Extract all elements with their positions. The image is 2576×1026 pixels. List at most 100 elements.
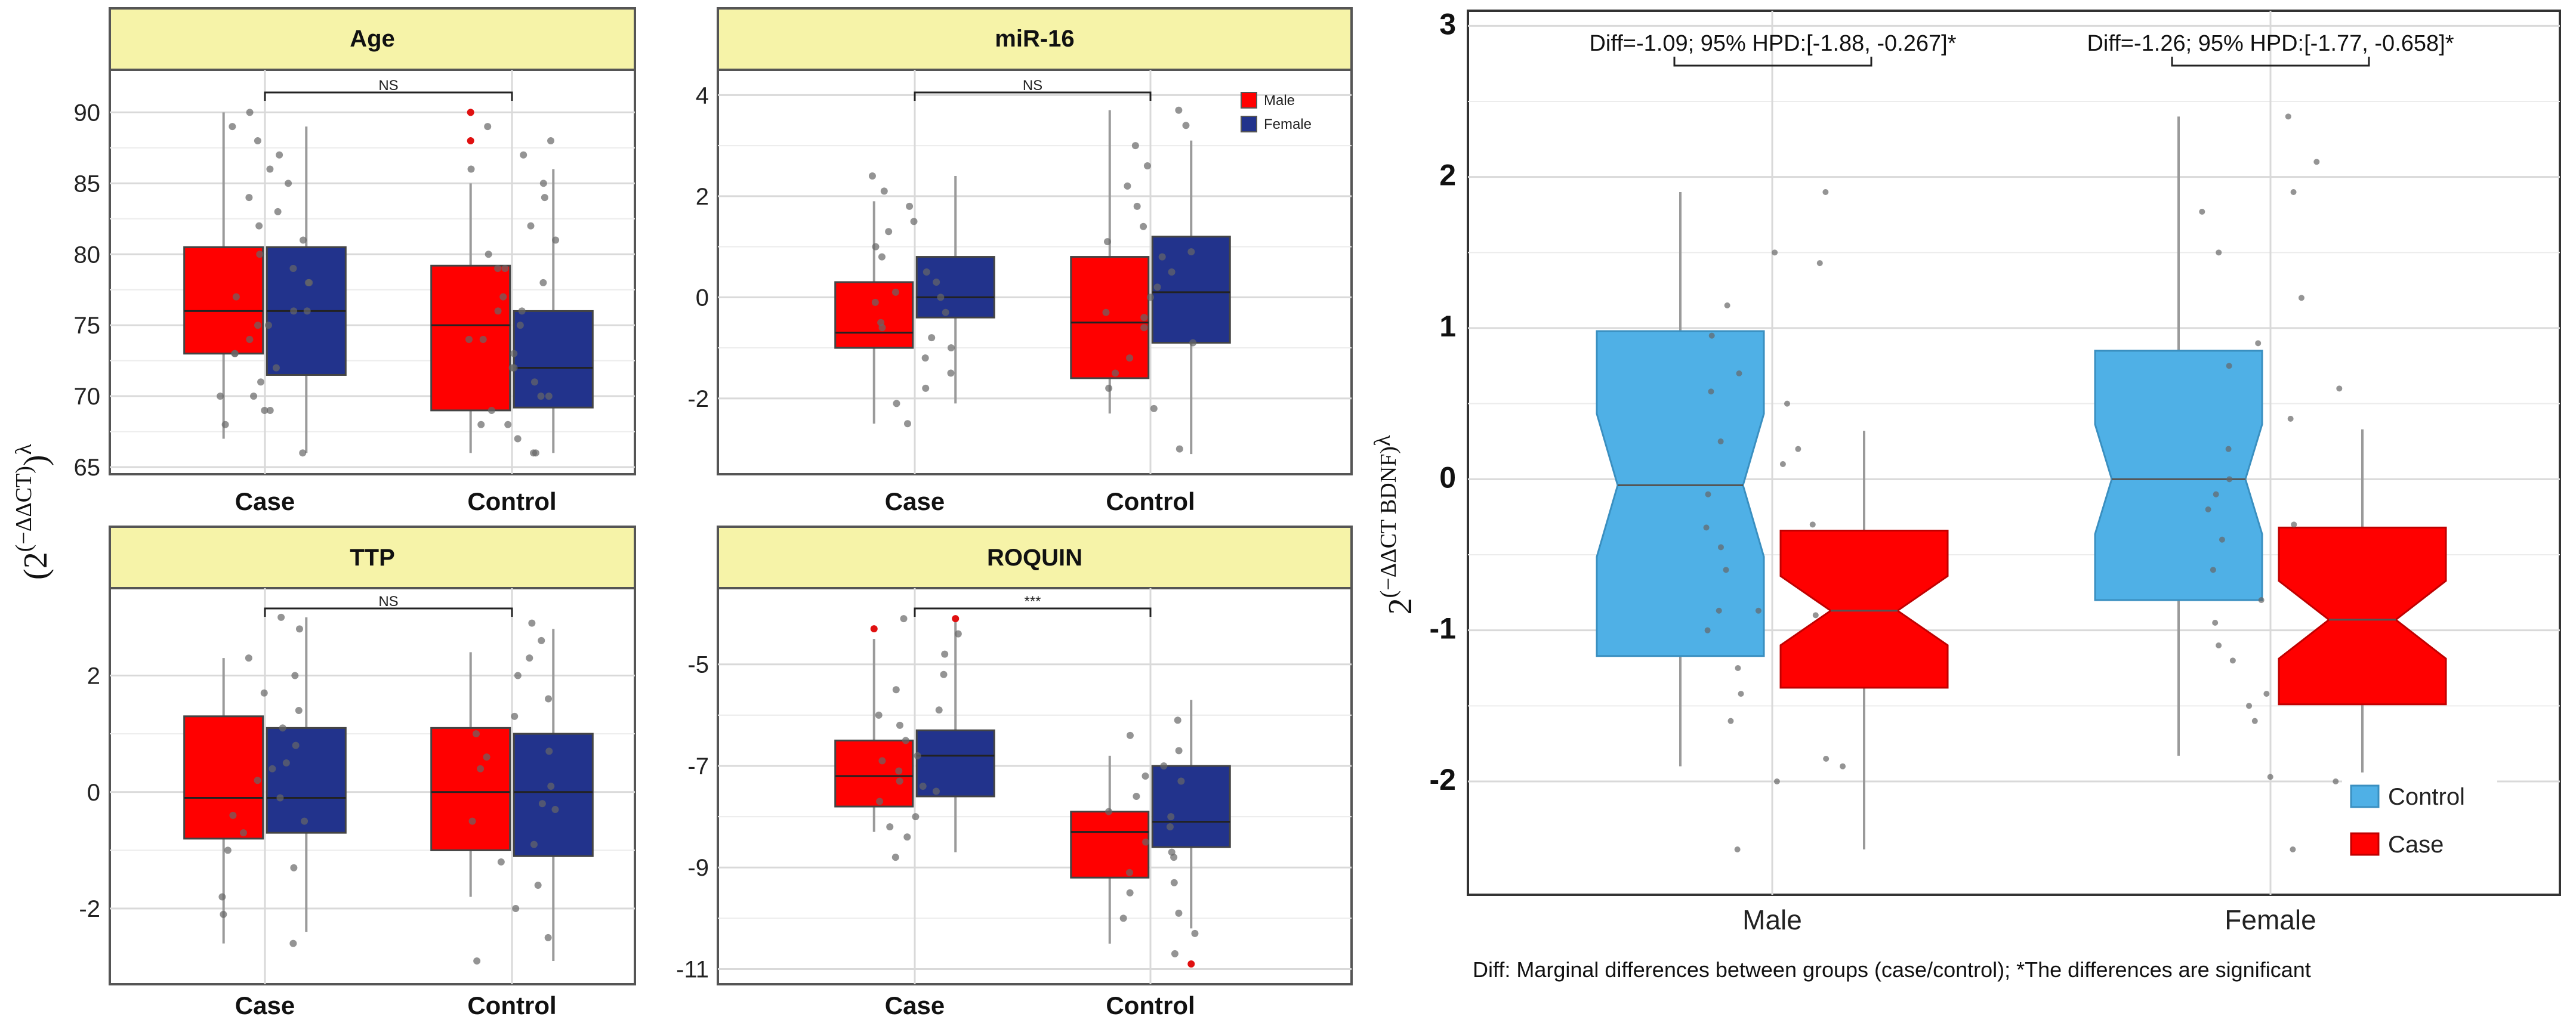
data-point-age [510, 350, 518, 357]
data-point-ttp [528, 619, 536, 627]
data-point-ttp [245, 654, 252, 662]
legend-label-male: Male [1264, 92, 1295, 109]
data-point-mir16 [906, 202, 914, 210]
data-point-bdnf [1736, 370, 1742, 376]
y-tick-label-roquin: -5 [687, 652, 709, 678]
data-point-mir16 [922, 384, 930, 392]
data-point-age [488, 406, 495, 414]
data-point-ttp [551, 806, 559, 814]
grid-roquin [717, 587, 1353, 985]
y-tick-label-mir16: -2 [687, 386, 709, 412]
data-point-mir16 [1124, 182, 1131, 190]
data-point-roquin [1174, 716, 1181, 724]
data-point-age [272, 364, 280, 372]
data-point-age [300, 236, 307, 244]
data-point-age [276, 151, 283, 159]
bracket-ttp [264, 607, 513, 617]
data-point-mir16 [1143, 162, 1151, 170]
x-tick-label-age: Control [467, 487, 556, 515]
data-point-roquin [1167, 813, 1175, 821]
data-point-mir16 [1153, 283, 1161, 291]
data-point-roquin [912, 813, 920, 821]
data-point-ttp [538, 636, 545, 644]
data-point-bdnf [1823, 756, 1830, 762]
data-point-ttp [279, 724, 286, 732]
data-point-roquin [1126, 731, 1134, 739]
data-point-mir16 [921, 354, 929, 362]
box-mir16-male [834, 281, 914, 349]
legend-swatch-case [2350, 832, 2380, 856]
legend-swatch-control [2350, 784, 2380, 808]
data-point-age [250, 393, 258, 400]
data-point-age [256, 251, 264, 258]
x-tick-label-age: Case [235, 487, 295, 515]
data-point-mir16 [1168, 268, 1176, 276]
outlier-roquin [1187, 960, 1195, 968]
data-point-ttp [545, 747, 553, 755]
data-point-bdnf [1734, 846, 1741, 852]
y-tick-label-age: 90 [74, 100, 101, 126]
data-point-age [527, 222, 535, 230]
plot-area-mir16 [717, 69, 1353, 475]
data-point-age [477, 421, 485, 428]
y-tick-label-age: 65 [74, 455, 101, 481]
grid-mir16 [717, 69, 1353, 475]
data-point-age [494, 265, 502, 273]
y-ticks-bdnf: -2 -1 0 1 2 3 [1430, 7, 1456, 796]
data-point-age [290, 307, 298, 315]
data-point-bdnf [1716, 607, 1722, 614]
data-point-ttp [477, 765, 485, 772]
data-point-mir16 [1112, 369, 1119, 377]
legend-swatch-male [1241, 92, 1257, 109]
x-ticks-ttp: Case Control [235, 991, 557, 1019]
x-tick-label-bdnf: Male [1742, 904, 1802, 935]
data-point-roquin [875, 711, 883, 719]
data-point-roquin [914, 752, 921, 759]
data-point-mir16 [1102, 308, 1110, 316]
y-tick-label-bdnf: 0 [1439, 461, 1456, 494]
y-tick-label-ttp: 2 [87, 663, 100, 689]
data-point-ttp [301, 817, 308, 825]
data-point-mir16 [1140, 324, 1148, 332]
data-point-bdnf [2216, 249, 2222, 256]
legend-label-female: Female [1264, 116, 1312, 132]
data-point-mir16 [1140, 314, 1148, 322]
data-point-mir16 [947, 369, 955, 377]
data-point-bdnf [2333, 778, 2339, 784]
y-tick-label-mir16: 2 [696, 184, 709, 210]
svg-text:2(−ΔΔCT BDNF)λ: 2(−ΔΔCT BDNF)λ [1370, 435, 1419, 614]
data-point-bdnf [1779, 461, 1786, 467]
data-point-roquin [896, 721, 903, 729]
data-point-ttp [254, 777, 261, 784]
data-point-age [266, 165, 274, 173]
data-point-ttp [218, 893, 226, 901]
data-point-ttp [530, 840, 538, 848]
data-point-mir16 [872, 243, 880, 251]
data-point-mir16 [910, 218, 918, 225]
box-ttp-female [513, 733, 594, 857]
box-bdnf-control [1596, 330, 1765, 657]
plot-area-roquin [717, 587, 1353, 985]
outlier-roquin [870, 625, 878, 633]
data-point-bdnf [2336, 385, 2343, 392]
data-point-roquin [903, 833, 911, 841]
data-point-age [229, 123, 236, 131]
data-point-roquin [876, 798, 884, 805]
data-point-ttp [277, 613, 285, 621]
data-point-age [547, 137, 555, 144]
data-point-roquin [932, 787, 940, 795]
data-point-ttp [269, 765, 276, 772]
data-point-ttp [289, 940, 297, 947]
data-point-age [467, 165, 475, 173]
data-point-bdnf [1723, 567, 1729, 573]
strip-roquin [717, 526, 1353, 589]
data-point-age [285, 180, 292, 187]
y-ticks-ttp: -2 0 2 [79, 663, 100, 922]
data-point-age [510, 364, 518, 372]
right-ylabel-power: λ [1370, 435, 1395, 446]
data-point-ttp [547, 783, 555, 790]
data-point-ttp [282, 759, 290, 767]
data-point-ttp [290, 864, 298, 872]
